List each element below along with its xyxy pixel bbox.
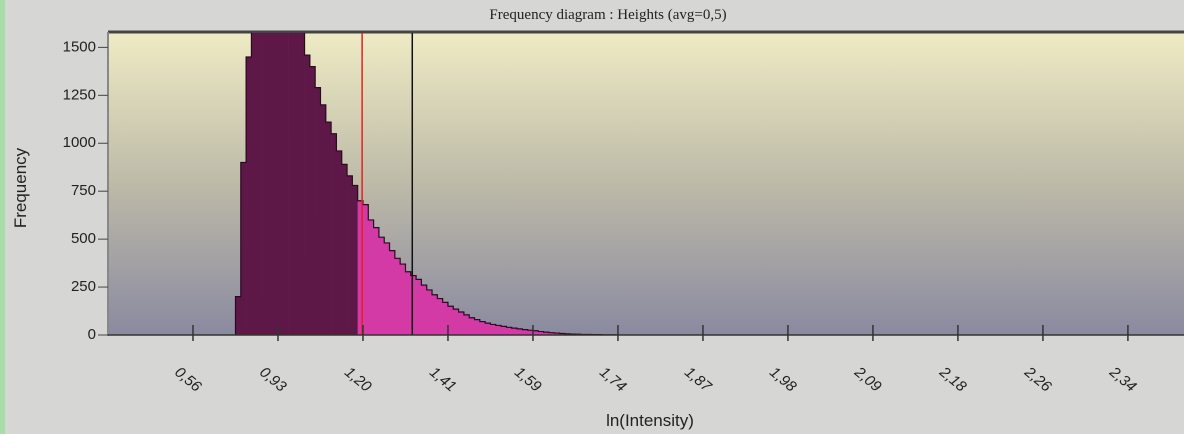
bar	[267, 33, 273, 335]
y-tick-label: 0	[88, 326, 96, 343]
bar	[246, 56, 252, 335]
bar	[538, 331, 544, 335]
bar	[352, 185, 358, 335]
bar	[426, 289, 433, 335]
bar-outline	[234, 33, 618, 335]
bar	[490, 324, 497, 335]
bar	[288, 33, 295, 335]
bar	[373, 227, 380, 335]
bar	[463, 314, 470, 335]
bar	[240, 162, 247, 335]
bar	[506, 327, 513, 335]
bar	[315, 87, 321, 335]
bar	[543, 332, 550, 335]
bar	[469, 317, 475, 335]
bar	[474, 319, 481, 335]
bar	[256, 33, 263, 335]
bar	[262, 33, 268, 335]
bar	[277, 33, 284, 335]
bar	[400, 264, 406, 335]
y-tick-label: 1000	[63, 134, 96, 151]
y-tick-label: 1250	[63, 86, 96, 103]
bar	[304, 55, 311, 335]
bar	[389, 250, 396, 335]
x-axis-label: ln(Intensity)	[606, 411, 694, 430]
y-axis-label: Frequency	[11, 147, 30, 228]
bar	[522, 329, 528, 335]
bar	[299, 33, 305, 335]
bar	[554, 333, 560, 335]
bar	[447, 306, 454, 335]
bar	[495, 325, 502, 335]
bar	[378, 237, 385, 335]
bar	[341, 164, 348, 335]
bar	[325, 122, 332, 335]
bar	[416, 279, 422, 335]
bar	[384, 242, 390, 335]
bar	[485, 323, 491, 335]
bar	[458, 311, 465, 335]
bar	[331, 133, 337, 335]
bar	[511, 328, 518, 335]
bar	[432, 294, 438, 335]
y-tick-label: 750	[71, 182, 96, 199]
bar	[559, 333, 566, 335]
y-tick-label: 500	[71, 230, 96, 247]
bar	[453, 309, 459, 335]
bar	[347, 175, 353, 335]
bar	[251, 33, 258, 335]
bar	[283, 33, 289, 335]
bar	[394, 258, 401, 335]
bar	[421, 285, 428, 335]
bar	[293, 33, 300, 335]
bar	[527, 330, 534, 335]
bar	[272, 33, 279, 335]
bar	[405, 271, 412, 335]
bar	[320, 104, 327, 335]
bar	[368, 219, 374, 335]
bar	[517, 328, 523, 335]
bar	[410, 275, 417, 335]
bar	[548, 332, 555, 335]
bar	[336, 150, 343, 335]
bars	[234, 33, 619, 335]
bar	[357, 200, 364, 335]
bar	[501, 326, 507, 335]
bar	[442, 302, 449, 335]
bar	[437, 298, 443, 335]
bar	[532, 330, 539, 335]
chart-title: Frequency diagram : Heights (avg=0,5)	[489, 7, 726, 23]
bar	[362, 204, 369, 335]
bar	[309, 66, 316, 335]
y-tick-label: 250	[71, 278, 96, 295]
bar	[235, 296, 242, 335]
bar	[479, 321, 486, 335]
y-tick-label: 1500	[63, 38, 96, 55]
